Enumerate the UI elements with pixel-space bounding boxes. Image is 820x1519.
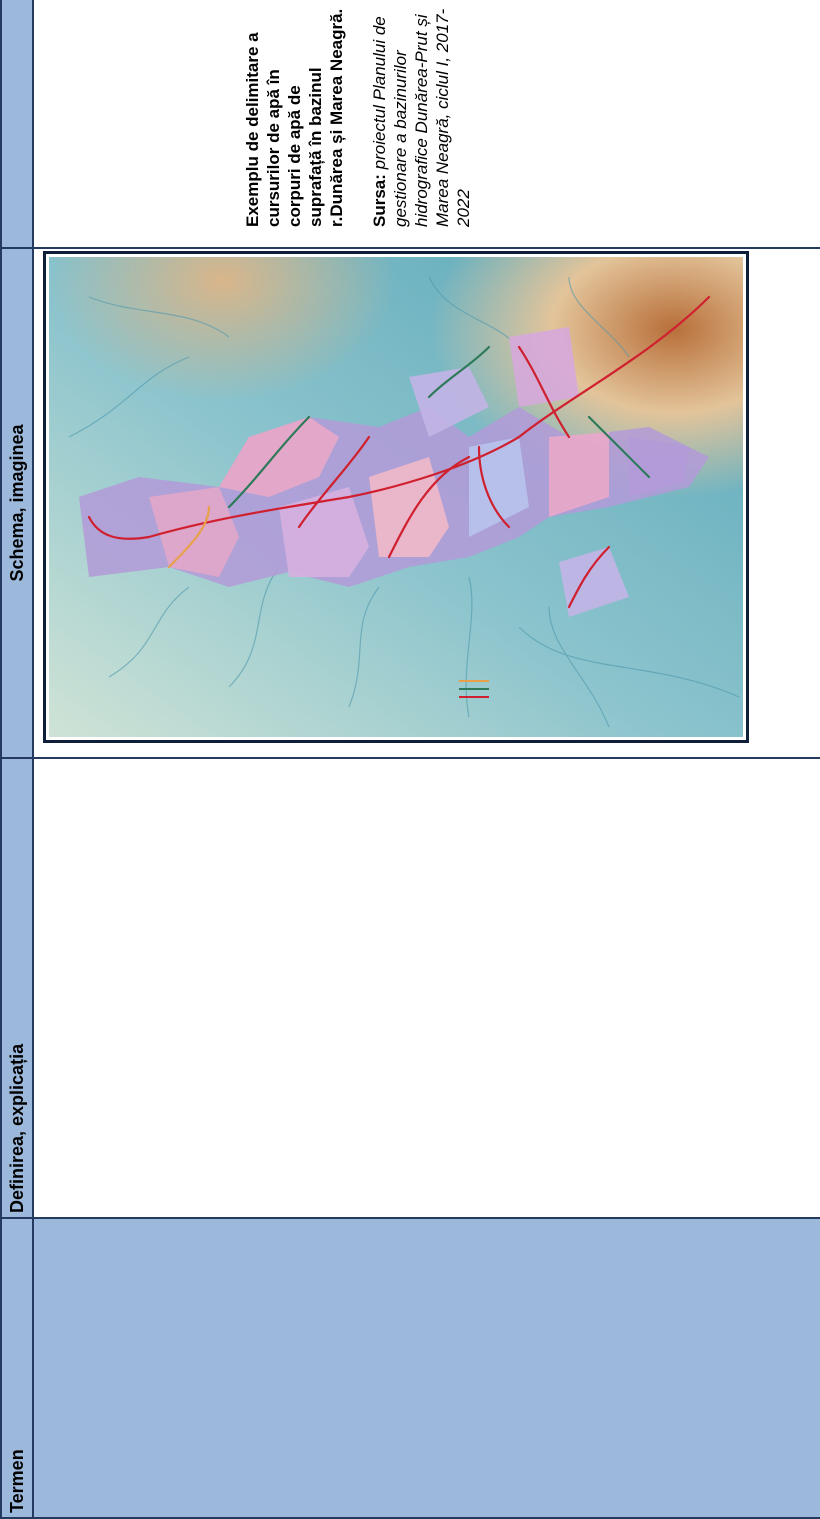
caption-source: Sursa: proiectul Planului de gestionare … <box>369 7 474 227</box>
drainage-network <box>68 276 740 728</box>
source-label: Sursa: <box>370 174 389 227</box>
basin-polygons <box>79 327 709 617</box>
header-schema: Schema, imaginea <box>1 248 33 758</box>
header-definition: Definirea, explicația <box>1 758 33 1218</box>
caption-title: Exemplu de delimitare a cursurilor de ap… <box>243 8 346 227</box>
map-frame-border <box>43 251 749 743</box>
header-term: Termen <box>1 1218 33 1518</box>
water-bodies-map <box>49 257 743 737</box>
river-lines <box>87 295 711 609</box>
basin-map-image <box>43 251 749 743</box>
map-legend <box>459 680 489 698</box>
caption-text: Exemplu de delimitare a cursurilor de ap… <box>242 7 474 227</box>
caption-block: Exemplu de delimitare a cursurilor de ap… <box>228 2 608 247</box>
table-header-row: Termen Definirea, explicația Schema, ima… <box>1 0 33 1518</box>
term-cell <box>33 1218 820 1518</box>
header-caption <box>1 0 33 248</box>
definition-cell <box>33 758 820 1218</box>
